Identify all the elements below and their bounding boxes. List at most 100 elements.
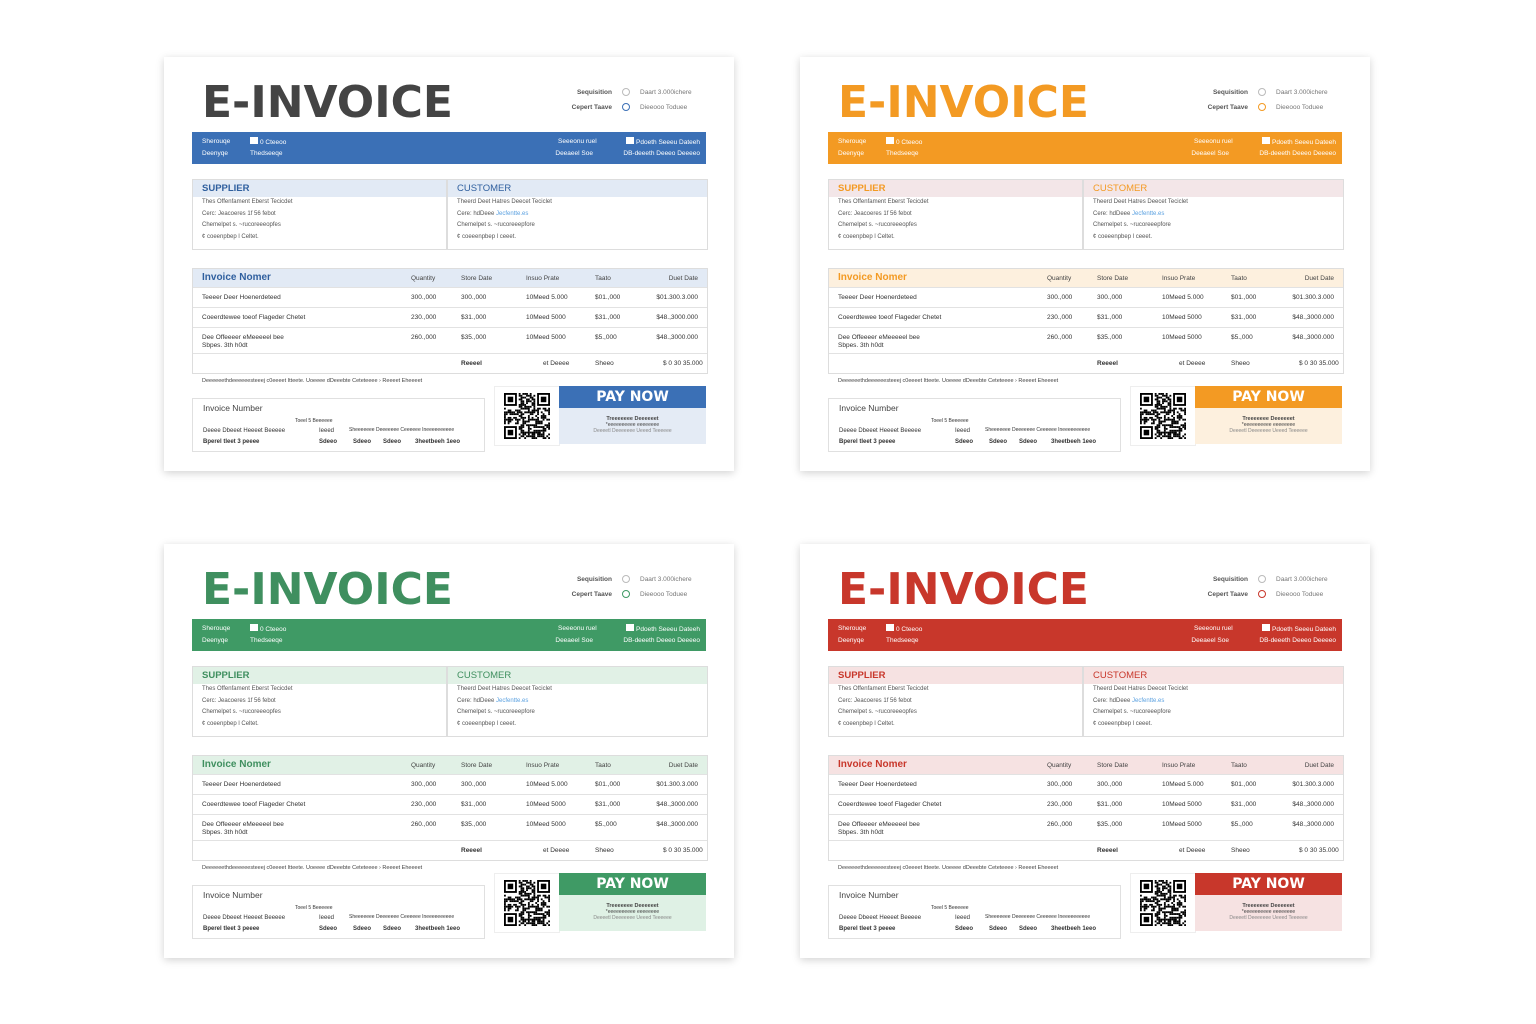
band-label: Sherouqe [202, 138, 231, 145]
table-header: Invoice Nomer Quantity Store Date Insuo Pra… [193, 269, 707, 288]
pay-line: Deeeetl Deeeeeee Ueeed Teeeeee [593, 915, 672, 921]
supplier-line: Cerc: Jeacoeres 1f 56 febot [838, 697, 912, 704]
supplier-line: Cerc: Jeacoeres 1f 56 febot [838, 210, 912, 217]
pay-now-button[interactable]: PAY NOW [1195, 873, 1342, 895]
meta-row: Sequisition Daart 3.000ichere [1200, 88, 1328, 96]
table-row: Teeeer Deer Hoenerdeteed 300.,000 300.,000… [193, 287, 707, 308]
supplier-line: Chemelpet s. ~rucoreeeopfes [838, 709, 917, 715]
table-header-cell: Store Date [461, 762, 493, 769]
band-value: Thedseeqe [250, 637, 283, 644]
checkbox-icon [250, 137, 258, 144]
table-cell-sub: Sbpes. 3th h0dt [202, 342, 248, 349]
table-cell: $31.,000 [595, 801, 621, 808]
table-totals-row: Reeeel et Deeee Sheeo $ 0 30 35.000 [193, 840, 707, 859]
table-cell: $31.,000 [1097, 314, 1123, 321]
total-cell: $ 0 30 35.000 [663, 847, 703, 854]
pay-now-button[interactable]: PAY NOW [1195, 386, 1342, 408]
band-row: Seeeonu ruel Pdoeth Seeeu Dateeh [1194, 624, 1336, 633]
table-cell: 230.,000 [1047, 801, 1073, 808]
customer-heading: CUSTOMER [1084, 180, 1343, 197]
info-band: Sherouqe 0 Cteeoo Deenyqe Thedseeqe Seeeonu … [828, 132, 1342, 164]
table-cell: 10Meed 5000 [1162, 801, 1202, 808]
table-header-cell: Insuo Prate [526, 275, 560, 282]
table-row: Dee Offeeeer eMeeeeel bee 260.,000 $35.,00… [829, 327, 1343, 354]
summary-cell: 3heetbeeh 1eeo [415, 926, 461, 932]
pay-line: *eeeeeeeeee eeeeeeee [605, 422, 660, 428]
summary-cell: Ieeed [955, 428, 971, 434]
band-label: Deenyqe [838, 150, 865, 157]
summary-cell: 3heetbeeh 1eeo [1051, 439, 1097, 445]
summary-sub: Toeel 5 Beeeeee [931, 905, 969, 911]
pay-details: Treeeeeee Deeeeeet *eeeeeeeeee eeeeeeee … [1195, 895, 1342, 931]
band-label: Seeeonu ruel [1194, 138, 1233, 145]
table-cell: $31.,000 [461, 314, 487, 321]
status-dot-icon [622, 590, 630, 598]
band-row: Deenyqe Thedseeqe [838, 150, 919, 157]
customer-email-link[interactable]: Jecfentte.es [1132, 210, 1165, 217]
customer-email-link[interactable]: Jecfentte.es [1132, 697, 1165, 704]
table-totals-row: Reeeel et Deeee Sheeo $ 0 30 35.000 [829, 353, 1343, 372]
customer-line: Theerd Deet Hatres Deecet Teciclet [457, 199, 552, 205]
total-cell: et Deeee [1179, 360, 1206, 367]
table-row: Coeerdtewee toeof Flageder Chetet 230.,00… [829, 794, 1343, 815]
summary-cell: Ieeed [319, 915, 335, 921]
table-cell: 300.,000 [411, 294, 437, 301]
supplier-line: Thes Offenfament Eberst Tecicdet [838, 686, 929, 692]
summary-cell: Sdeeo [955, 926, 974, 932]
summary-cell: Sdeeo [955, 439, 974, 445]
band-value: Thedseeqe [886, 150, 919, 157]
pay-now-button[interactable]: PAY NOW [559, 386, 706, 408]
checkbox-icon [886, 137, 894, 144]
pay-now-button[interactable]: PAY NOW [559, 873, 706, 895]
table-cell: 230.,000 [411, 314, 437, 321]
invoice-summary-box: Invoice Number Toeel 5 Beeeeee Deeee Dbe… [828, 885, 1121, 939]
summary-cell: Bperel tleet 3 peeee [839, 439, 896, 445]
table-cell: 10Meed 5000 [526, 334, 566, 341]
table-cell: $48.,3000.000 [1292, 334, 1334, 341]
table-cell: Teeeer Deer Hoenerdeteed [202, 294, 281, 301]
band-label: Sherouqe [838, 625, 867, 632]
meta-row: Sequisition Daart 3.000ichere [564, 88, 692, 96]
total-cell: $ 0 30 35.000 [1299, 847, 1339, 854]
customer-email-link[interactable]: Jecfentte.es [496, 210, 529, 217]
band-row: Deeaeel Soe DB-deeeth Deeeo Deeeeo [555, 637, 700, 644]
total-cell: Sheeo [1231, 360, 1250, 367]
table-cell: $31.,000 [1231, 801, 1257, 808]
supplier-line: ¢ coeenpbep l Celtet. [838, 233, 895, 240]
table-cell: $48.,3000.000 [1292, 821, 1334, 828]
pay-details: Treeeeeee Deeeeeet *eeeeeeeeee eeeeeeee … [559, 408, 706, 444]
table-header-cell: Invoice Nomer [202, 272, 271, 283]
table-cell: $48.,3000.000 [1292, 801, 1334, 808]
customer-line: ¢ coeeenpbep l ceeet. [457, 720, 517, 727]
customer-line: Chemelpet s. ~rucoreeepfore [1093, 222, 1171, 228]
band-label: Deeaeel Soe [555, 150, 593, 157]
band-value: Thedseeqe [250, 150, 283, 157]
table-cell: $01.,000 [595, 294, 621, 301]
invoice-title: E-INVOICE [838, 77, 1089, 128]
invoice-title: E-INVOICE [202, 564, 453, 615]
table-cell: $35.,000 [1097, 821, 1123, 828]
customer-heading: CUSTOMER [448, 667, 707, 684]
table-cell: 10Meed 5.000 [526, 781, 568, 788]
table-cell: 10Meed 5000 [526, 314, 566, 321]
band-value: Pdoeth Seeeu Dateeh [1262, 137, 1336, 146]
table-row: Dee Offeeeer eMeeeeel bee 260.,000 $35.,00… [829, 814, 1343, 841]
summary-cell: Ieeed [319, 428, 335, 434]
supplier-line: ¢ coeenpbep l Celtet. [202, 233, 259, 240]
table-header-cell: Quantity [411, 762, 436, 769]
band-label: Sherouqe [838, 138, 867, 145]
table-cell: Dee Offeeeer eMeeeeel bee [202, 821, 284, 828]
table-header-cell: Invoice Nomer [838, 759, 907, 770]
table-row: Dee Offeeeer eMeeeeel bee 260.,000 $35.,00… [193, 327, 707, 354]
customer-box: CUSTOMER Theerd Deet Hatres Deecet Tecic… [447, 179, 708, 250]
table-cell: 260.,000 [411, 821, 437, 828]
pay-line: Deeeetl Deeeeeee Ueeed Teeeeee [1229, 915, 1308, 921]
table-totals-row: Reeeel et Deeee Sheeo $ 0 30 35.000 [193, 353, 707, 372]
customer-email-link[interactable]: Jecfentte.es [496, 697, 529, 704]
total-cell: Reeeel [461, 847, 482, 854]
total-cell: Reeeel [1097, 847, 1118, 854]
customer-line: Chemelpet s. ~rucoreeepfore [1093, 709, 1171, 715]
table-cell: Dee Offeeeer eMeeeeel bee [202, 334, 284, 341]
pay-line: Treeeeeee Deeeeeet [606, 416, 659, 422]
table-cell: $31.,000 [595, 314, 621, 321]
